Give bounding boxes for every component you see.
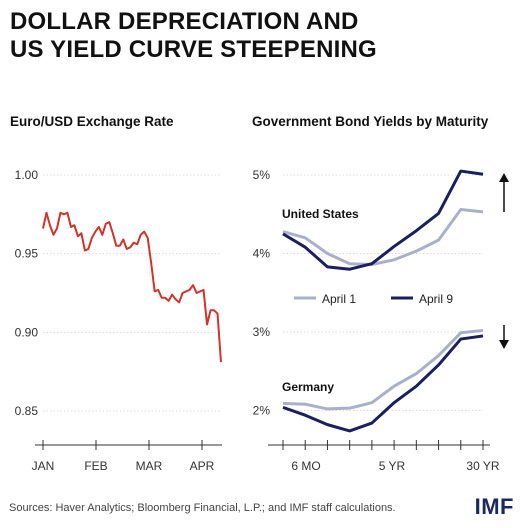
title-line-2: US YIELD CURVE STEEPENING	[10, 36, 377, 63]
fx-x-tick-label: MAR	[136, 459, 163, 473]
fx-x-tick-label: FEB	[84, 459, 107, 473]
up-arrow-head	[499, 173, 509, 182]
imf-logo: IMF	[474, 494, 514, 519]
fx-series-line	[42, 211, 222, 363]
fx-y-tick-label: 0.95	[15, 247, 39, 261]
left-panel-title: Euro/USD Exchange Rate	[10, 114, 174, 129]
yield-x-tick-label: 6 MO	[291, 459, 320, 473]
yield-y-tick-label: 5%	[253, 168, 271, 182]
down-arrow-head	[499, 340, 509, 349]
fx-y-tick-label: 1.00	[15, 168, 39, 182]
yield-series-line	[282, 334, 484, 433]
legend-label-april-1: April 1	[322, 292, 356, 306]
yield-series-line	[282, 208, 484, 266]
right-panel-title: Government Bond Yields by Maturity	[252, 114, 489, 129]
yield-x-tick-label: 5 YR	[379, 459, 406, 473]
yield-series-line	[282, 328, 484, 411]
yield-series-line	[282, 169, 484, 271]
yield-y-tick-label: 2%	[253, 404, 271, 418]
fx-y-tick-label: 0.85	[15, 404, 39, 418]
title-line-1: DOLLAR DEPRECIATION AND	[10, 8, 359, 35]
fx-x-tick-label: APR	[190, 459, 215, 473]
fx-y-tick-label: 0.90	[15, 325, 39, 339]
annotation-united-states: United States	[282, 207, 359, 221]
chart-title: DOLLAR DEPRECIATION AND US YIELD CURVE S…	[10, 8, 510, 64]
annotation-germany: Germany	[282, 380, 334, 394]
yield-x-tick-label: 30 YR	[466, 459, 499, 473]
fx-x-tick-label: JAN	[32, 459, 55, 473]
source-note: Sources: Haver Analytics; Bloomberg Fina…	[9, 502, 396, 514]
yield-y-tick-label: 4%	[253, 247, 271, 261]
yield-y-tick-label: 3%	[253, 325, 271, 339]
legend-label-april-9: April 9	[419, 292, 453, 306]
